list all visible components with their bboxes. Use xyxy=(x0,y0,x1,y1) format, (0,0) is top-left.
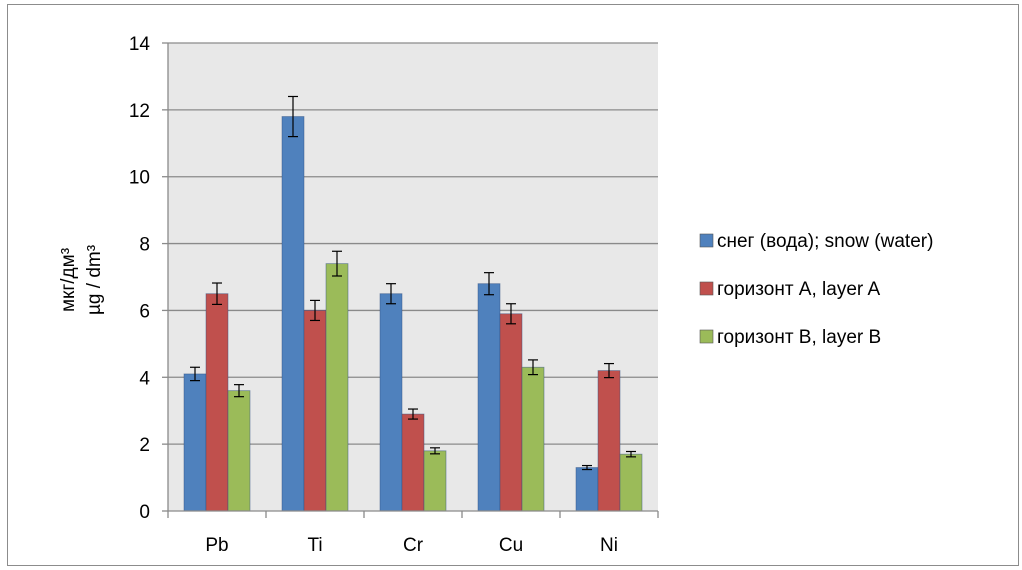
error-bar xyxy=(190,366,200,382)
error-bar xyxy=(408,408,418,420)
bar-Cr-2 xyxy=(423,450,447,512)
legend-label: горизонт А, layer A xyxy=(717,279,880,300)
bar-Ni-1 xyxy=(597,370,621,512)
axes xyxy=(162,42,659,518)
error-bars xyxy=(190,95,636,471)
y-tick-label: 2 xyxy=(139,435,150,456)
bar-Cr-0 xyxy=(379,293,403,512)
error-bar xyxy=(626,450,636,458)
bar-Cu-2 xyxy=(521,366,545,512)
error-bar xyxy=(506,303,516,325)
legend: снег (вода); snow (water) горизонт А, lay… xyxy=(699,231,933,348)
error-bar xyxy=(386,283,396,305)
legend-label: горизонт В, layer B xyxy=(717,327,881,348)
gridlines xyxy=(168,42,658,445)
x-tick-label: Ni xyxy=(600,535,618,556)
error-bar xyxy=(288,95,298,138)
bar-Ti-0 xyxy=(281,116,305,512)
error-bar xyxy=(310,299,320,322)
y-tick-label: 14 xyxy=(129,34,151,55)
y-tick-label: 0 xyxy=(139,502,150,523)
error-bar xyxy=(332,250,342,277)
error-bar xyxy=(212,282,222,306)
y-axis-label-line1: мкг/дм³ xyxy=(58,248,79,312)
error-bar xyxy=(430,447,440,455)
y-tick-label: 10 xyxy=(129,168,150,189)
legend-swatch xyxy=(699,329,714,344)
legend-entry: горизонт В, layer B xyxy=(699,327,881,348)
error-bar xyxy=(604,362,614,379)
bar-Ni-0 xyxy=(575,467,599,512)
y-tick-label: 12 xyxy=(129,101,150,122)
x-tick-label: Pb xyxy=(205,535,228,556)
bar-Pb-2 xyxy=(227,390,251,512)
bar-Ni-2 xyxy=(619,453,643,512)
error-bar xyxy=(582,464,592,471)
legend-swatch xyxy=(699,233,714,248)
y-tick-label: 4 xyxy=(139,368,150,389)
x-tick-labels: Pb Ti Cr Cu Ni xyxy=(205,535,618,556)
legend-entry: горизонт А, layer A xyxy=(699,279,880,300)
error-bar xyxy=(484,272,494,296)
y-axis-label: мкг/дм³ µg / dm³ xyxy=(58,245,105,315)
x-tick-label: Cr xyxy=(403,535,424,556)
error-bar xyxy=(234,384,244,398)
error-bar xyxy=(528,359,538,376)
legend-swatch xyxy=(699,281,714,296)
bar-Pb-1 xyxy=(205,293,229,512)
bar-Ti-2 xyxy=(325,263,349,512)
legend-entry: снег (вода); snow (water) xyxy=(699,231,933,252)
y-tick-label: 6 xyxy=(139,301,150,322)
bar-Ti-1 xyxy=(303,310,327,512)
y-tick-label: 8 xyxy=(139,235,150,256)
bar-Pb-0 xyxy=(183,373,207,512)
legend-label: снег (вода); snow (water) xyxy=(717,231,933,252)
bar-Cu-0 xyxy=(477,283,501,512)
x-tick-label: Cu xyxy=(499,535,523,556)
y-axis-label-line2: µg / dm³ xyxy=(84,245,105,315)
bar-Cr-1 xyxy=(401,413,425,512)
y-tick-labels: 0 2 4 6 8 10 12 14 xyxy=(129,34,151,523)
bar-Cu-1 xyxy=(499,313,523,512)
x-tick-label: Ti xyxy=(307,535,322,556)
